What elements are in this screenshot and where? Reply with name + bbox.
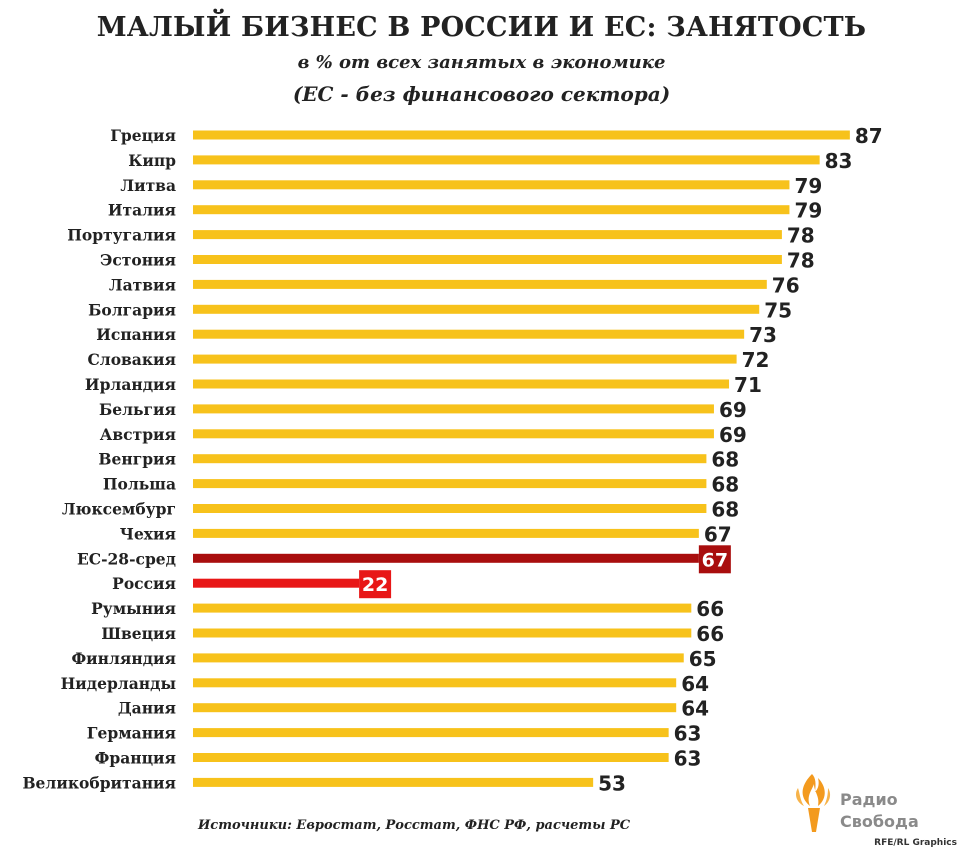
value-label: 64 [681, 697, 709, 721]
value-label: 66 [696, 622, 724, 646]
bar [193, 553, 699, 563]
category-label: Португалия [67, 226, 176, 245]
source-note: Источники: Евростат, Росстат, ФНС РФ, ра… [198, 818, 631, 833]
value-label: 63 [674, 722, 702, 746]
value-label: 76 [772, 273, 800, 297]
category-label: Греция [110, 126, 176, 145]
value-label: 22 [362, 574, 388, 596]
category-label: ЕС-28-сред [77, 549, 176, 568]
category-label: Чехия [120, 524, 176, 543]
torch-icon [796, 774, 831, 832]
chart-title: МАЛЫЙ БИЗНЕС В РОССИИ И ЕС: ЗАНЯТОСТЬ [96, 12, 867, 43]
value-label-box [359, 570, 392, 599]
category-label: Италия [108, 201, 176, 220]
bar [193, 479, 707, 489]
category-label: Бельгия [99, 400, 176, 419]
category-label: Дания [118, 699, 176, 718]
bar [193, 678, 677, 688]
category-label: Болгария [88, 300, 176, 319]
bar [193, 653, 684, 663]
category-label: Швеция [101, 624, 176, 643]
bar [193, 628, 692, 638]
category-label: Франция [95, 749, 176, 768]
bar [193, 230, 782, 240]
value-label: 71 [734, 373, 762, 397]
bar [193, 777, 594, 787]
value-label: 83 [825, 149, 853, 173]
category-label: Эстония [100, 251, 176, 270]
category-label: Испания [96, 325, 176, 344]
bar [193, 703, 677, 713]
bar [193, 279, 767, 289]
bar [193, 180, 790, 190]
bar [193, 429, 714, 439]
value-label: 63 [674, 747, 702, 771]
bar [193, 304, 760, 314]
value-label: 72 [742, 348, 770, 372]
category-label: Литва [120, 176, 176, 195]
category-label: Польша [103, 475, 176, 494]
bar [193, 578, 360, 588]
category-label: Германия [87, 724, 176, 743]
value-label: 68 [711, 473, 739, 497]
category-label: Латвия [109, 275, 176, 294]
bar [193, 130, 850, 140]
value-label-box [698, 545, 731, 574]
category-label: Румыния [91, 599, 176, 618]
bar [193, 155, 820, 165]
bar [193, 504, 707, 513]
bar [193, 528, 699, 538]
bar [193, 454, 707, 464]
bar [193, 753, 669, 762]
bar [193, 205, 790, 215]
value-label: 69 [719, 423, 747, 447]
bar [193, 379, 730, 389]
value-label: 66 [696, 597, 724, 621]
category-label: Нидерланды [61, 674, 176, 693]
value-label: 79 [794, 199, 822, 223]
value-label: 75 [764, 298, 792, 322]
value-label: 87 [855, 124, 883, 148]
bar [193, 329, 745, 339]
chart-subtitle-note: (ЕС - без финансового сектора) [292, 82, 671, 106]
value-label: 67 [704, 522, 732, 546]
value-label: 68 [711, 498, 739, 522]
category-label: Финляндия [71, 649, 176, 668]
value-label: 78 [787, 249, 815, 273]
value-label: 64 [681, 672, 709, 696]
category-label: Люксембург [62, 500, 176, 519]
category-label: Венгрия [98, 450, 176, 469]
bar [193, 728, 669, 738]
value-label: 67 [702, 549, 728, 571]
graphics-credit: RFE/RL Graphics [874, 838, 957, 848]
value-label: 79 [794, 174, 822, 198]
value-label: 69 [719, 398, 747, 422]
bar [193, 255, 782, 264]
value-label: 73 [749, 323, 777, 347]
logo-text-line2: Свобода [840, 812, 919, 831]
category-label: Австрия [100, 425, 176, 444]
bar [193, 404, 714, 414]
bar [193, 354, 737, 364]
chart-subtitle: в % от всех занятых в экономике [297, 52, 666, 73]
value-label: 68 [711, 448, 739, 472]
category-label: Великобритания [22, 773, 176, 792]
bar [193, 603, 692, 613]
category-label: Ирландия [85, 375, 176, 394]
logo-text-line1: Радио [840, 790, 898, 809]
category-label: Россия [112, 574, 176, 593]
category-label: Словакия [87, 350, 176, 369]
radio-svoboda-logo: Радио Свобода [790, 766, 930, 836]
value-label: 65 [689, 647, 717, 671]
category-label: Кипр [128, 151, 176, 170]
value-label: 53 [598, 771, 626, 795]
value-label: 78 [787, 224, 815, 248]
